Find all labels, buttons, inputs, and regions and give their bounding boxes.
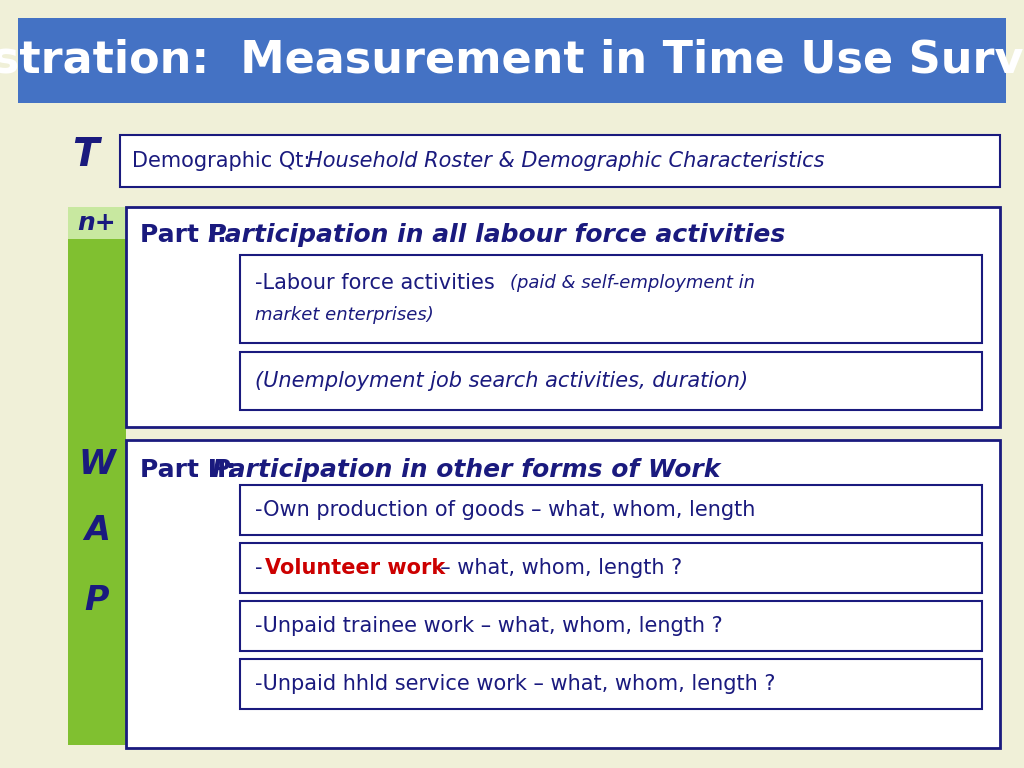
Bar — [68, 207, 126, 239]
Text: Volunteer work: Volunteer work — [265, 558, 445, 578]
Text: (Unemployment job search activities, duration): (Unemployment job search activities, dur… — [255, 371, 749, 391]
Text: -: - — [255, 558, 262, 578]
Text: Part II:: Part II: — [140, 458, 245, 482]
Text: -Own production of goods – what, whom, length: -Own production of goods – what, whom, l… — [255, 500, 756, 520]
Text: Participation in all labour force activities: Participation in all labour force activi… — [208, 223, 785, 247]
Text: Part I:: Part I: — [140, 223, 236, 247]
Bar — [120, 135, 1000, 187]
Text: A: A — [84, 514, 110, 547]
Bar — [240, 485, 982, 535]
Text: – what, whom, length ?: – what, whom, length ? — [427, 558, 682, 578]
Bar — [240, 543, 982, 593]
Text: Household Roster & Demographic Characteristics: Household Roster & Demographic Character… — [307, 151, 824, 171]
Text: Demographic Qt:: Demographic Qt: — [132, 151, 331, 171]
Bar — [18, 18, 1006, 103]
Bar — [126, 207, 1000, 427]
Text: -Unpaid hhld service work – what, whom, length ?: -Unpaid hhld service work – what, whom, … — [255, 674, 775, 694]
Text: Illustration:  Measurement in Time Use Surveys: Illustration: Measurement in Time Use Su… — [0, 38, 1024, 81]
Text: -Labour force activities: -Labour force activities — [255, 273, 502, 293]
Bar — [240, 601, 982, 651]
Bar — [126, 440, 1000, 748]
Text: market enterprises): market enterprises) — [255, 306, 434, 324]
Text: (paid & self-employment in: (paid & self-employment in — [510, 274, 755, 292]
Bar — [240, 255, 982, 343]
Text: P: P — [85, 584, 110, 617]
Text: W: W — [79, 449, 116, 482]
Bar — [240, 352, 982, 410]
Text: n+: n+ — [78, 211, 117, 235]
Text: T: T — [72, 136, 98, 174]
Bar — [68, 239, 126, 745]
Text: Participation in other forms of Work: Participation in other forms of Work — [212, 458, 720, 482]
Text: -Unpaid trainee work – what, whom, length ?: -Unpaid trainee work – what, whom, lengt… — [255, 616, 723, 636]
Bar — [240, 659, 982, 709]
